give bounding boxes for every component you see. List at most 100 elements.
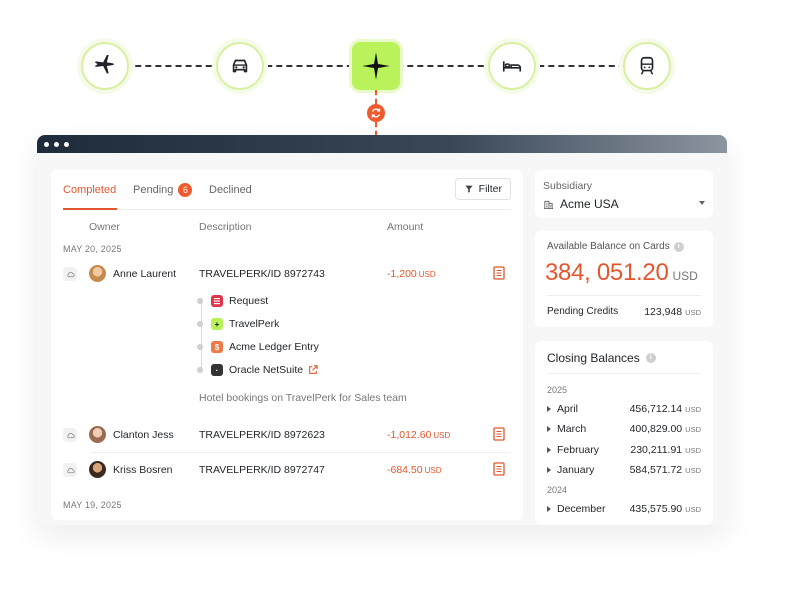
balance-currency: USD xyxy=(672,269,698,283)
transaction-note: Hotel bookings on TravelPerk for Sales t… xyxy=(199,392,407,404)
subsidiary-name: Acme USA xyxy=(560,197,619,211)
travelperk-small-icon: + xyxy=(211,318,223,330)
pending-credits-label: Pending Credits xyxy=(547,306,619,317)
caret-right-icon xyxy=(547,426,551,432)
tab-pending[interactable]: Pending 6 xyxy=(133,183,193,197)
amount-currency: USD xyxy=(433,431,451,440)
flight-node[interactable] xyxy=(81,42,129,90)
transaction-amount: -1,012.60 USD xyxy=(387,429,450,441)
step-dot xyxy=(197,344,203,350)
value-amount: 584,571.72 xyxy=(629,464,683,476)
amount-currency: USD xyxy=(424,466,442,475)
balance-label-group: Available Balance on Cards i xyxy=(547,241,684,252)
building-icon xyxy=(543,200,554,209)
plane-icon xyxy=(94,55,115,74)
external-link-icon[interactable] xyxy=(308,365,318,375)
closing-balance-row[interactable]: January 584,571.72 USD xyxy=(547,464,701,478)
closing-balance-row[interactable]: April 456,712.14 USD xyxy=(547,403,701,417)
transactions-panel: Completed Pending 6 Declined Filter Owner… xyxy=(51,170,523,520)
balance-value: 384, 051.20 xyxy=(545,259,669,286)
tab-declined[interactable]: Declined xyxy=(209,184,252,196)
window-dot xyxy=(54,141,59,147)
year-label: 2025 xyxy=(547,385,568,395)
value-currency: USD xyxy=(685,466,701,475)
year-label: 2024 xyxy=(547,485,568,495)
transaction-description: TRAVELPERK/ID 8972743 xyxy=(199,268,325,280)
filter-button[interactable]: Filter xyxy=(454,178,511,200)
netsuite-icon: · xyxy=(211,364,223,376)
avatar xyxy=(89,265,106,282)
travelperk-node[interactable] xyxy=(352,42,400,90)
tab-pending-label: Pending xyxy=(133,184,174,196)
train-icon xyxy=(640,56,654,75)
receipt-icon[interactable] xyxy=(493,427,505,441)
active-tab-indicator xyxy=(63,208,117,210)
tab-bar: Completed Pending 6 Declined Filter xyxy=(63,170,511,210)
column-owner: Owner xyxy=(89,221,120,233)
value-amount: 230,211.91 xyxy=(630,444,683,456)
closing-balances-title: Closing Balances xyxy=(547,351,640,365)
cloud-icon xyxy=(63,463,77,477)
step-label: Acme Ledger Entry xyxy=(229,341,319,353)
pending-credits-value: 123,948 USD xyxy=(644,306,701,318)
table-row[interactable]: Kriss Bosren TRAVELPERK/ID 8972747 -684.… xyxy=(51,455,523,485)
step-label: TravelPerk xyxy=(229,318,280,330)
avatar xyxy=(89,426,106,443)
trail-step-netsuite: · Oracle NetSuite xyxy=(197,362,318,378)
step-label: Request xyxy=(229,295,269,307)
value-currency: USD xyxy=(685,405,701,414)
amount-currency: USD xyxy=(418,270,436,279)
receipt-icon[interactable] xyxy=(493,462,505,476)
window-dot xyxy=(64,141,69,147)
subsidiary-selector[interactable]: Subsidiary Acme USA xyxy=(535,170,713,218)
month-label: March xyxy=(557,423,587,435)
closing-balances-title-group: Closing Balances i xyxy=(547,351,656,365)
closing-balance-row[interactable]: December 435,575.90 USD xyxy=(547,503,701,517)
step-dot xyxy=(197,298,203,304)
transaction-description: TRAVELPERK/ID 8972747 xyxy=(199,464,325,476)
month-value: 584,571.72 USD xyxy=(630,464,701,476)
sync-badge xyxy=(367,104,385,122)
caret-right-icon xyxy=(547,406,551,412)
info-icon[interactable]: i xyxy=(645,353,656,363)
value-amount: 435,575.90 xyxy=(629,503,683,515)
month-label: January xyxy=(557,464,595,476)
receipt-icon[interactable] xyxy=(493,266,505,280)
date-group-label: MAY 19, 2025 xyxy=(63,500,122,510)
transaction-description: TRAVELPERK/ID 8972623 xyxy=(199,429,325,441)
car-icon xyxy=(232,59,248,73)
pending-count-badge: 6 xyxy=(178,183,193,197)
trail-step-travelperk: + TravelPerk xyxy=(197,316,279,332)
table-row[interactable]: Anne Laurent TRAVELPERK/ID 8972743 -1,20… xyxy=(51,259,523,289)
step-label: Oracle NetSuite xyxy=(229,364,304,376)
amount-value: -1,200 xyxy=(387,268,417,280)
balance-card: Available Balance on Cards i 384, 051.20… xyxy=(535,231,713,327)
step-dot xyxy=(197,321,203,327)
cloud-icon xyxy=(63,267,77,281)
amount-value: -1,012.60 xyxy=(387,429,432,441)
hotel-node[interactable] xyxy=(488,42,536,90)
window-titlebar xyxy=(37,135,727,153)
ledger-icon: $ xyxy=(211,341,223,353)
subsidiary-label: Subsidiary xyxy=(543,180,593,192)
train-node[interactable] xyxy=(623,42,671,90)
month-value: 456,712.14 USD xyxy=(630,403,701,415)
closing-balance-row[interactable]: March 400,829.00 USD xyxy=(547,423,701,437)
sync-connector xyxy=(375,90,377,104)
info-icon[interactable]: i xyxy=(673,241,684,252)
divider xyxy=(547,373,701,374)
month-label: February xyxy=(557,444,600,456)
table-row[interactable]: Clanton Jess TRAVELPERK/ID 8972623 -1,01… xyxy=(51,420,523,450)
balance-value-group: 384, 051.20 USD xyxy=(545,259,698,287)
avatar xyxy=(89,461,106,478)
tab-completed[interactable]: Completed xyxy=(63,184,117,196)
credits-currency: USD xyxy=(685,308,701,317)
closing-balance-row[interactable]: February 230,211.91 USD xyxy=(547,444,701,458)
window-dot xyxy=(44,141,49,147)
month-value: 435,575.90 USD xyxy=(630,503,701,515)
car-node[interactable] xyxy=(216,42,264,90)
step-dot xyxy=(197,367,203,373)
cloud-icon xyxy=(63,428,77,442)
owner-name: Kriss Bosren xyxy=(113,464,173,476)
value-amount: 400,829.00 xyxy=(629,423,683,435)
